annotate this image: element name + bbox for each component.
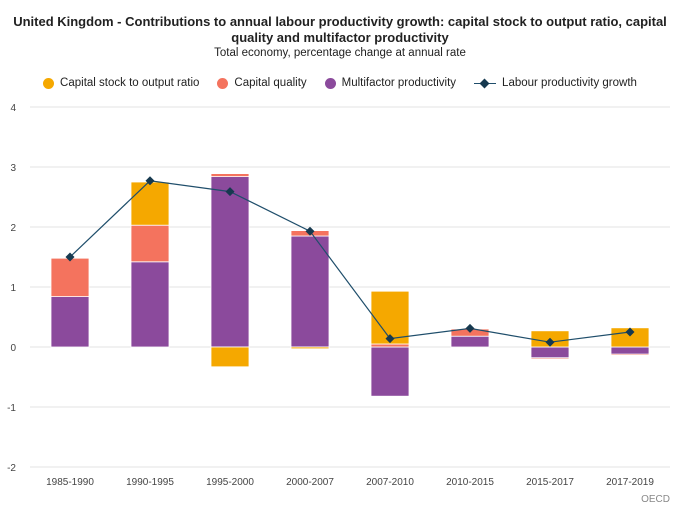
x-tick-label: 2007-2010 [366, 477, 414, 488]
legend-swatch-multifactor [324, 77, 336, 89]
bar-capital-stock-to-output-ratio [210, 346, 250, 368]
x-tick-label: 1985-1990 [46, 477, 94, 488]
chart-title: United Kingdom - Contributions to annual… [0, 14, 680, 46]
chart-title-line-1: United Kingdom - Contributions to annual… [13, 14, 667, 29]
y-tick-label: -2 [7, 463, 16, 474]
bar-capital-quality [610, 353, 650, 356]
bar-multifactor-productivity [610, 346, 650, 355]
bar-capital-quality [370, 343, 410, 348]
bar-capital-quality [530, 357, 570, 360]
legend-label-capital-stock: Capital stock to output ratio [60, 77, 200, 89]
bar-multifactor-productivity [210, 176, 250, 348]
bar-multifactor-productivity [530, 346, 570, 359]
bar-multifactor-productivity [130, 261, 170, 348]
legend-item-multifactor[interactable]: Multifactor productivity [324, 77, 457, 89]
point-labour-productivity-growth [145, 176, 155, 186]
chart-subtitle: Total economy, percentage change at annu… [214, 47, 466, 59]
source-label: OECD [641, 494, 670, 505]
x-tick-label: 2015-2017 [526, 477, 574, 488]
legend-swatch-capital-stock [43, 77, 55, 89]
bar-capital-stock-to-output-ratio [130, 181, 170, 226]
bar-multifactor-productivity [50, 296, 90, 348]
y-tick-label: 0 [10, 343, 16, 354]
y-tick-label: 1 [10, 283, 16, 294]
point-labour-productivity-growth [65, 252, 75, 262]
line-labour-productivity-growth [69, 180, 631, 343]
legend-item-capital-quality[interactable]: Capital quality [217, 77, 307, 89]
point-labour-productivity-growth [625, 327, 635, 337]
point-labour-productivity-growth [545, 337, 555, 347]
y-tick-label: 2 [10, 223, 16, 234]
legend-label-multifactor: Multifactor productivity [341, 77, 457, 89]
x-tick-label: 2010-2015 [446, 477, 494, 488]
bar-capital-quality [210, 173, 250, 178]
y-tick-label: 4 [10, 103, 16, 114]
x-tick-label: 1995-2000 [206, 477, 254, 488]
bar-capital-quality [130, 224, 170, 263]
legend-swatch-labour-productivity [474, 78, 497, 89]
legend-label-labour-productivity: Labour productivity growth [502, 77, 637, 89]
legend-item-capital-stock[interactable]: Capital stock to output ratio [43, 77, 199, 89]
bar-multifactor-productivity [290, 235, 330, 348]
legend-label-capital-quality: Capital quality [234, 77, 307, 89]
bar-capital-quality [50, 257, 90, 298]
x-tick-label: 2000-2007 [286, 477, 334, 488]
chart-title-line-2: quality and multifactor productivity [231, 30, 449, 45]
legend-item-labour-productivity[interactable]: Labour productivity growth [474, 77, 637, 89]
y-tick-label: -1 [7, 403, 16, 414]
x-tick-label: 2017-2019 [606, 477, 654, 488]
point-labour-productivity-growth [305, 226, 315, 236]
bar-multifactor-productivity [370, 346, 410, 397]
x-tick-label: 1990-1995 [126, 477, 174, 488]
bar-multifactor-productivity [450, 335, 490, 348]
y-tick-label: 3 [10, 163, 16, 174]
bar-capital-stock-to-output-ratio [290, 346, 330, 350]
point-labour-productivity-growth [225, 187, 235, 197]
chart-legend: Capital stock to output ratio Capital qu… [0, 77, 680, 89]
legend-swatch-capital-quality [217, 77, 229, 89]
point-labour-productivity-growth [385, 334, 395, 344]
point-labour-productivity-growth [465, 323, 475, 333]
